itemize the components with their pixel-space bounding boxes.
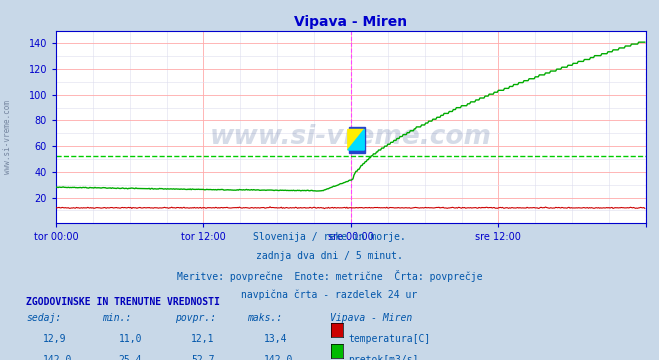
Text: zadnja dva dni / 5 minut.: zadnja dva dni / 5 minut.: [256, 251, 403, 261]
Title: Vipava - Miren: Vipava - Miren: [295, 15, 407, 30]
Text: Meritve: povprečne  Enote: metrične  Črta: povprečje: Meritve: povprečne Enote: metrične Črta:…: [177, 270, 482, 282]
Text: 12,9: 12,9: [43, 334, 67, 344]
Text: min.:: min.:: [102, 313, 132, 323]
Text: Slovenija / reke in morje.: Slovenija / reke in morje.: [253, 232, 406, 242]
Polygon shape: [348, 130, 364, 150]
Text: maks.:: maks.:: [247, 313, 282, 323]
Text: ZGODOVINSKE IN TRENUTNE VREDNOSTI: ZGODOVINSKE IN TRENUTNE VREDNOSTI: [26, 297, 220, 307]
Polygon shape: [348, 130, 364, 150]
Text: Vipava - Miren: Vipava - Miren: [330, 313, 412, 323]
Text: 52,7: 52,7: [191, 355, 215, 360]
Text: 13,4: 13,4: [264, 334, 287, 344]
Text: navpična črta - razdelek 24 ur: navpična črta - razdelek 24 ur: [241, 289, 418, 300]
Text: sedaj:: sedaj:: [26, 313, 61, 323]
Text: 142,0: 142,0: [43, 355, 72, 360]
Text: 12,1: 12,1: [191, 334, 215, 344]
Text: www.si-vreme.com: www.si-vreme.com: [3, 100, 13, 174]
Bar: [349, 127, 365, 153]
Text: pretok[m3/s]: pretok[m3/s]: [348, 355, 418, 360]
Text: www.si-vreme.com: www.si-vreme.com: [210, 123, 492, 149]
Text: 142,0: 142,0: [264, 355, 293, 360]
Text: povpr.:: povpr.:: [175, 313, 215, 323]
Text: 11,0: 11,0: [119, 334, 142, 344]
Text: temperatura[C]: temperatura[C]: [348, 334, 430, 344]
Text: 25,4: 25,4: [119, 355, 142, 360]
